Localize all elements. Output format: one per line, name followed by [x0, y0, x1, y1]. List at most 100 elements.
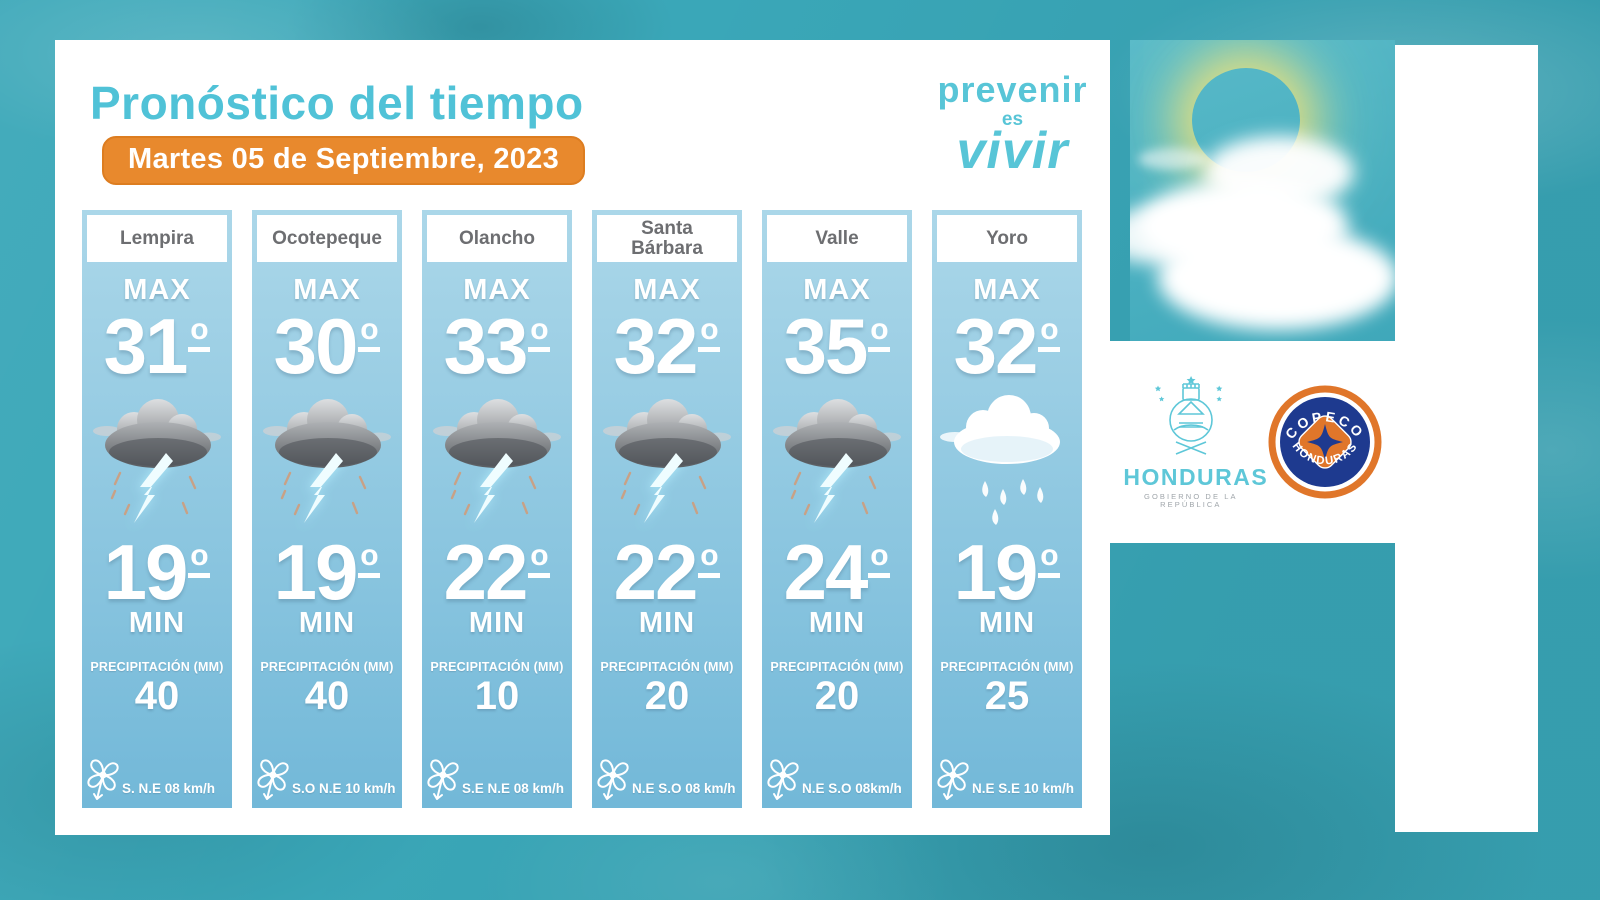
region-name: Lempira: [87, 215, 227, 262]
forecast-columns: Lempira MAX 31 19 MIN PRECIPITACIÓN (MM)…: [82, 210, 1084, 808]
precipitation-label: PRECIPITACIÓN (MM): [940, 659, 1074, 674]
max-temperature: 33: [422, 307, 572, 385]
precipitation-value: 20: [644, 673, 690, 718]
slogan-prevenir-es-vivir: prevenir es vivir: [900, 69, 1125, 180]
degree-symbol: [188, 541, 211, 578]
honduras-logo-text: HONDURAS: [1123, 464, 1269, 490]
forecast-column-ocotepeque: Ocotepeque MAX 30 19 MIN PRECIPITACIÓN (…: [252, 210, 402, 808]
wind-row: S.E N.E 08 km/h: [425, 757, 570, 803]
slogan-line-1: prevenir: [937, 69, 1088, 110]
pinwheel-icon: [595, 757, 631, 803]
min-label: MIN: [808, 606, 866, 639]
precipitation-label: PRECIPITACIÓN (MM): [600, 659, 734, 674]
forecast-column-yoro: Yoro MAX 32 19 MIN PRECIPITACIÓN (MM) 25…: [932, 210, 1082, 808]
wind-row: N.E S.E 10 km/h: [935, 757, 1080, 803]
max-label: MAX: [633, 274, 701, 306]
wind-text: N.E S.E 10 km/h: [972, 781, 1075, 796]
wind-text: N.E S.O 08km/h: [802, 781, 902, 796]
min-label: MIN: [128, 606, 186, 639]
region-name: Yoro: [937, 215, 1077, 262]
wind-text: S. N.E 08 km/h: [122, 781, 216, 796]
min-temperature: 19: [932, 533, 1082, 611]
region-name: Santa Bárbara: [597, 215, 737, 262]
degree-symbol: [698, 315, 721, 352]
page-title: Pronóstico del tiempo: [90, 77, 584, 129]
honduras-government-logo: HONDURAS GOBIERNO DE LA REPÚBLICA: [1123, 376, 1269, 509]
thunderstorm-icon: [422, 385, 572, 535]
pinwheel-icon: [765, 757, 801, 803]
max-label: MAX: [123, 274, 191, 306]
min-label: MIN: [468, 606, 526, 639]
forecast-column-lempira: Lempira MAX 31 19 MIN PRECIPITACIÓN (MM)…: [82, 210, 232, 808]
main-card: Pronóstico del tiempo Martes 05 de Septi…: [55, 40, 1110, 835]
max-label: MAX: [293, 274, 361, 306]
thunderstorm-icon: [82, 385, 232, 535]
degree-symbol: [188, 315, 211, 352]
degree-symbol: [358, 541, 381, 578]
precipitation-value: 40: [304, 673, 350, 718]
rain-cloud-icon: [932, 385, 1082, 535]
pinwheel-icon: [255, 757, 291, 803]
max-temperature: 32: [932, 307, 1082, 385]
min-temperature: 22: [592, 533, 742, 611]
precipitation-label: PRECIPITACIÓN (MM): [260, 659, 394, 674]
max-label: MAX: [973, 274, 1041, 306]
region-name: Ocotepeque: [257, 215, 397, 262]
pinwheel-icon: [935, 757, 971, 803]
cloud-wisp: [1138, 148, 1208, 170]
precipitation-label: PRECIPITACIÓN (MM): [770, 659, 904, 674]
wind-text: N.E S.O 08 km/h: [632, 781, 736, 796]
precipitation-value: 40: [134, 673, 180, 718]
max-label: MAX: [463, 274, 531, 306]
region-name: Valle: [767, 215, 907, 262]
min-label: MIN: [298, 606, 356, 639]
precipitation-label: PRECIPITACIÓN (MM): [90, 659, 224, 674]
cloud: [1158, 226, 1395, 330]
min-label: MIN: [978, 606, 1036, 639]
forecast-column-valle: Valle MAX 35 24 MIN PRECIPITACIÓN (MM) 2…: [762, 210, 912, 808]
slogan-line-3: vivir: [956, 122, 1069, 180]
right-white-bar: [1395, 45, 1538, 832]
precipitation-value: 20: [814, 673, 860, 718]
min-temperature: 22: [422, 533, 572, 611]
wind-row: N.E S.O 08km/h: [765, 757, 910, 803]
thunderstorm-icon: [252, 385, 402, 535]
degree-symbol: [868, 315, 891, 352]
slogan-line-2: es: [1001, 109, 1024, 130]
pinwheel-icon: [425, 757, 461, 803]
max-temperature: 32: [592, 307, 742, 385]
max-label: MAX: [803, 274, 871, 306]
degree-symbol: [528, 541, 551, 578]
degree-symbol: [1038, 315, 1061, 352]
degree-symbol: [528, 315, 551, 352]
region-name: Olancho: [427, 215, 567, 262]
min-temperature: 19: [82, 533, 232, 611]
max-temperature: 30: [252, 307, 402, 385]
forecast-column-olancho: Olancho MAX 33 22 MIN PRECIPITACIÓN (MM)…: [422, 210, 572, 808]
degree-symbol: [358, 315, 381, 352]
precipitation-value: 10: [474, 673, 520, 718]
date-badge: Martes 05 de Septiembre, 2023: [102, 136, 586, 185]
degree-symbol: [698, 541, 721, 578]
precipitation-label: PRECIPITACIÓN (MM): [430, 659, 564, 674]
wind-text: S.O N.E 10 km/h: [292, 781, 396, 796]
thunderstorm-icon: [592, 385, 742, 535]
min-label: MIN: [638, 606, 696, 639]
logo-bar: HONDURAS GOBIERNO DE LA REPÚBLICA COPECO…: [1110, 341, 1395, 543]
max-temperature: 31: [82, 307, 232, 385]
thunderstorm-icon: [762, 385, 912, 535]
min-temperature: 19: [252, 533, 402, 611]
max-temperature: 35: [762, 307, 912, 385]
min-temperature: 24: [762, 533, 912, 611]
wind-row: S.O N.E 10 km/h: [255, 757, 400, 803]
honduras-logo-subtitle: GOBIERNO DE LA REPÚBLICA: [1144, 492, 1238, 509]
degree-symbol: [1038, 541, 1061, 578]
wind-row: S. N.E 08 km/h: [85, 757, 230, 803]
wind-row: N.E S.O 08 km/h: [595, 757, 740, 803]
degree-symbol: [868, 541, 891, 578]
sun-clouds-illustration: [1130, 40, 1395, 341]
forecast-column-santa-barbara: Santa Bárbara MAX 32 22 MIN PRECIPITACIÓ…: [592, 210, 742, 808]
precipitation-value: 25: [984, 673, 1030, 718]
pinwheel-icon: [85, 757, 121, 803]
